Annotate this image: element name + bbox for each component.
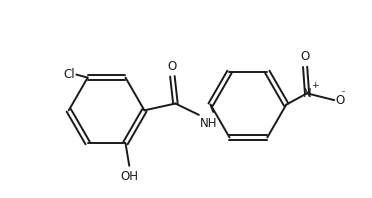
Text: NH: NH bbox=[201, 117, 218, 130]
Text: O: O bbox=[168, 60, 177, 72]
Text: OH: OH bbox=[120, 169, 138, 183]
Text: -: - bbox=[342, 87, 345, 96]
Text: O: O bbox=[301, 50, 310, 63]
Text: O: O bbox=[336, 94, 345, 107]
Text: Cl: Cl bbox=[63, 68, 75, 81]
Text: N: N bbox=[303, 87, 311, 100]
Text: +: + bbox=[311, 81, 318, 89]
